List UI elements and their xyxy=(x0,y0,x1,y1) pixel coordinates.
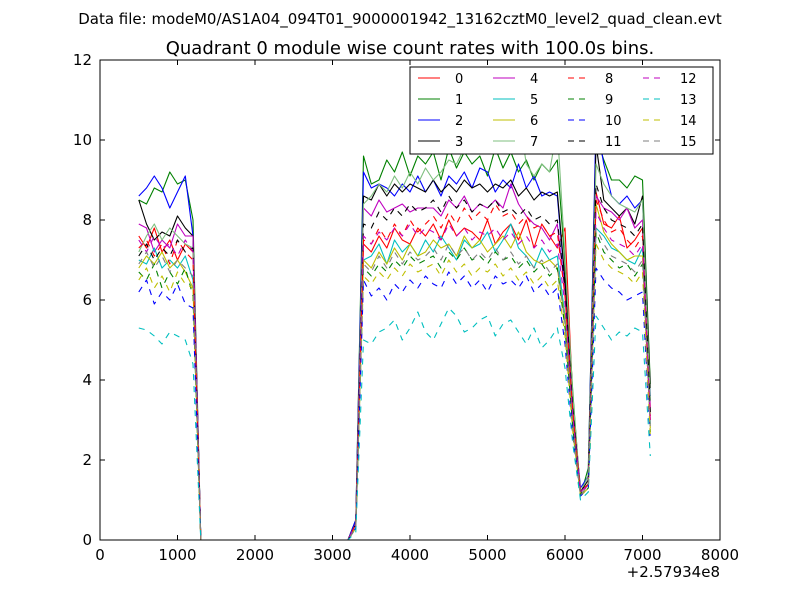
series-line-8 xyxy=(138,199,651,541)
legend-label-2: 2 xyxy=(455,114,463,129)
y-tick-label: 0 xyxy=(82,531,92,549)
y-tick-label: 10 xyxy=(73,131,92,149)
datafile-label: Data file: modeM0/AS1A04_094T01_90000019… xyxy=(78,10,722,29)
chart-title: Quadrant 0 module wise count rates with … xyxy=(166,38,655,59)
y-tick-label: 8 xyxy=(82,211,92,229)
legend-label-8: 8 xyxy=(605,72,613,87)
legend-label-3: 3 xyxy=(455,135,463,150)
series-line-10 xyxy=(138,267,651,541)
x-tick-label: 6000 xyxy=(546,546,584,564)
legend-label-9: 9 xyxy=(605,93,613,108)
legend-label-11: 11 xyxy=(605,135,622,150)
legend-label-14: 14 xyxy=(680,114,697,129)
legend-label-5: 5 xyxy=(530,93,538,108)
y-tick-label: 2 xyxy=(82,451,92,469)
y-tick-label: 6 xyxy=(82,291,92,309)
legend-label-6: 6 xyxy=(530,114,538,129)
x-tick-label: 2000 xyxy=(236,546,274,564)
legend-label-13: 13 xyxy=(680,93,697,108)
y-tick-label: 4 xyxy=(82,371,92,389)
legend-label-10: 10 xyxy=(605,114,622,129)
x-tick-label: 1000 xyxy=(158,546,196,564)
axis-ticks: 0 1000 2000 3000 4000 5000 6000 7000 80000246810… xyxy=(73,51,739,564)
legend-box xyxy=(409,66,714,155)
legend-label-0: 0 xyxy=(455,72,463,87)
legend-label-4: 4 xyxy=(530,72,538,87)
legend-label-15: 15 xyxy=(680,135,697,150)
x-tick-label: 0 xyxy=(95,546,105,564)
legend-label-1: 1 xyxy=(455,93,463,108)
x-tick-label: 7000 xyxy=(623,546,661,564)
x-tick-label: 3000 xyxy=(313,546,351,564)
x-tick-label: 4000 xyxy=(391,546,429,564)
legend-label-12: 12 xyxy=(680,72,697,87)
series-line-13 xyxy=(138,307,651,541)
legend-label-7: 7 xyxy=(530,135,538,150)
x-tick-label: 8000 xyxy=(701,546,739,564)
y-tick-label: 12 xyxy=(73,51,92,69)
x-tick-label: 5000 xyxy=(468,546,506,564)
x-offset-label: +2.57934e8 xyxy=(627,563,720,581)
